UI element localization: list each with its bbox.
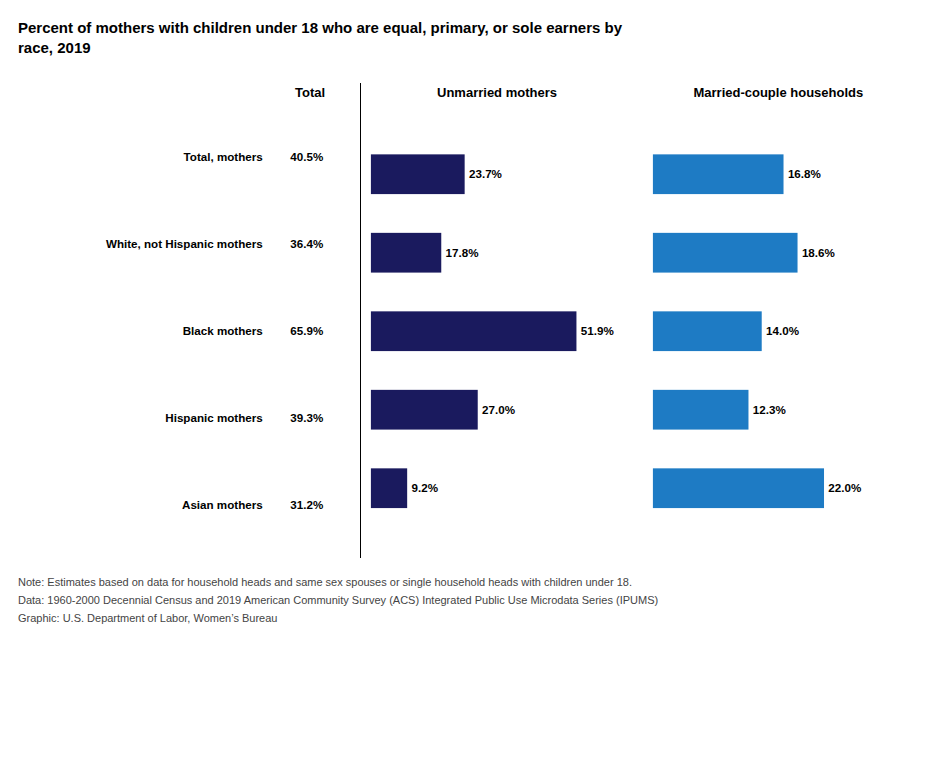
svg-text:12.3%: 12.3% [753, 403, 787, 416]
svg-text:18.6%: 18.6% [802, 246, 836, 259]
html-text:Unmarried mothers: Unmarried mothers [437, 85, 557, 100]
html-text:Data: 1960-2000 Decennial Cens: Data: 1960-2000 Decennial Census and 201… [18, 594, 659, 607]
html-text:Total: Total [295, 85, 326, 100]
svg-text:Asian mothers: Asian mothers [182, 498, 263, 511]
html-text:Percent of mothers with childr: Percent of mothers with children under 1… [18, 19, 623, 56]
html-text:Married-couple households: Married-couple households [693, 85, 864, 100]
svg-text:16.8%: 16.8% [788, 167, 822, 180]
svg-text:51.9%: 51.9% [581, 324, 615, 337]
svg-text:17.8%: 17.8% [446, 246, 480, 259]
svg-text:Total, mothers: Total, mothers [184, 150, 263, 163]
html-text:Graphic: U.S. Department of La: Graphic: U.S. Department of Labor, Women… [18, 611, 278, 624]
svg-text:39.3%: 39.3% [290, 411, 324, 424]
svg-text:Black mothers: Black mothers [183, 324, 263, 337]
svg-text:White, not Hispanic mothers: White, not Hispanic mothers [106, 237, 263, 250]
svg-text:23.7%: 23.7% [469, 167, 503, 180]
svg-text:9.2%: 9.2% [412, 481, 439, 494]
svg-text:31.2%: 31.2% [290, 498, 324, 511]
html-text:Note: Estimates based on data: Note: Estimates based on data for househ… [18, 576, 632, 589]
svg-text:40.5%: 40.5% [290, 150, 324, 163]
svg-text:27.0%: 27.0% [482, 403, 516, 416]
svg-text:65.9%: 65.9% [290, 324, 324, 337]
svg-text:22.0%: 22.0% [828, 481, 862, 494]
svg-text:36.4%: 36.4% [290, 237, 324, 250]
svg-text:Hispanic mothers: Hispanic mothers [165, 411, 262, 424]
svg-text:14.0%: 14.0% [766, 324, 800, 337]
